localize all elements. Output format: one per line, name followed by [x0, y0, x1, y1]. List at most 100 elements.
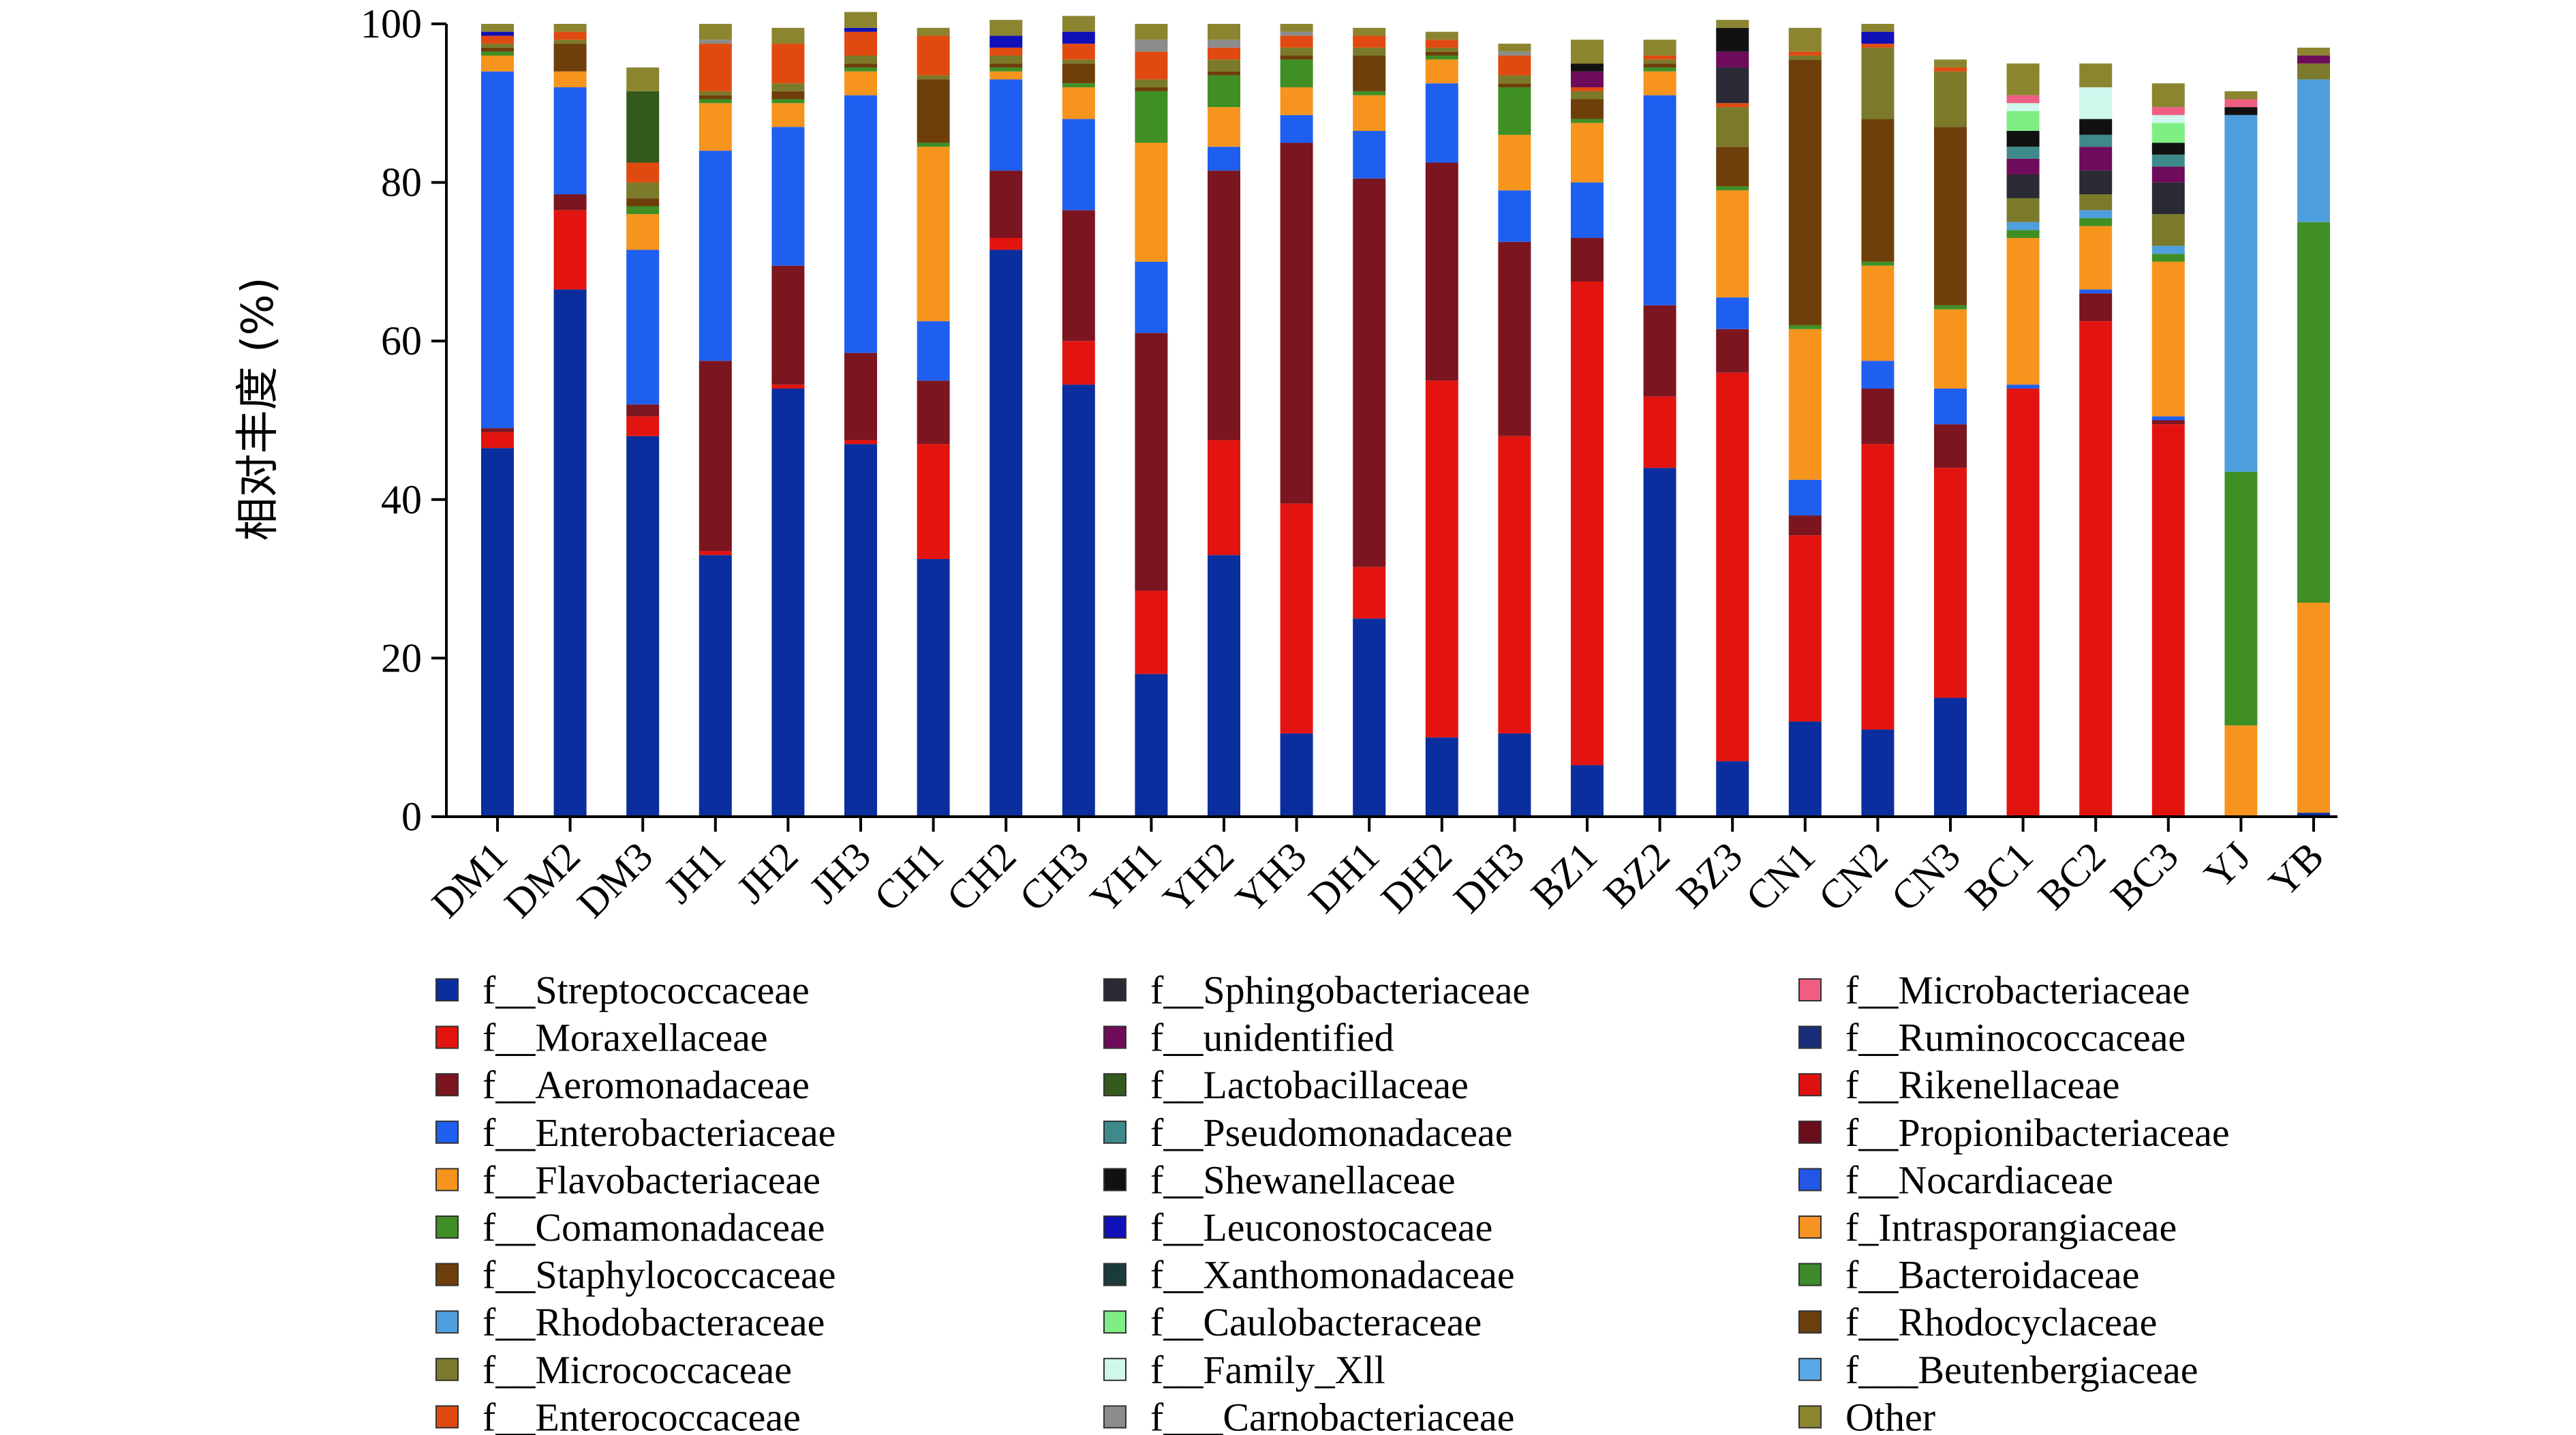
bar-segment [1643, 95, 1676, 305]
bar-segment [1353, 618, 1386, 817]
bar-segment [1062, 87, 1095, 119]
bar-segment [1643, 396, 1676, 468]
bar-segment [1861, 265, 1895, 361]
bar-segment [1208, 170, 1240, 440]
y-ticks: 0 20 40 60 80 100 [361, 1, 446, 839]
bar-segment [1208, 40, 1240, 48]
bar-segment [1934, 697, 1967, 817]
x-tick-label: YH2 [1154, 834, 1242, 922]
legend-swatch [435, 1357, 459, 1381]
bar-segment [917, 79, 950, 143]
bar-segment [2006, 230, 2040, 239]
x-tick-label: JH2 [729, 834, 807, 912]
legend-label: f__Propionibacteriaceae [1845, 1111, 2230, 1155]
legend-swatch [1798, 1263, 1822, 1286]
bar-segment [699, 103, 732, 151]
bar-segment [1934, 309, 1967, 389]
legend-label: f__Flavobacteriaceae [482, 1158, 821, 1202]
bar-segment [1425, 51, 1458, 56]
bar-segment [1934, 127, 1967, 305]
bar-segment [626, 436, 660, 817]
bar-segment [2079, 321, 2113, 817]
bar-segment [1208, 24, 1240, 40]
bar-segment [2224, 115, 2258, 472]
bar-segment [2006, 222, 2040, 230]
legend-label: f__Leuconostocaceae [1150, 1205, 1492, 1250]
legend-swatch [1798, 1120, 1822, 1144]
bar-segment [1280, 31, 1313, 36]
bar-segment [1716, 103, 1749, 108]
bar-segment [1425, 59, 1458, 84]
bar-segment [1280, 503, 1313, 734]
bar-segment [699, 555, 732, 817]
bar-segment [2151, 115, 2185, 123]
bar-segment [481, 24, 514, 32]
bar-segment [481, 71, 514, 429]
bar-segment [1788, 329, 1822, 480]
bar-segment [1280, 142, 1313, 504]
bar-segment [2151, 254, 2185, 262]
bar-segment [2151, 424, 2185, 817]
bar-segment [1643, 67, 1676, 72]
bar-segment [2224, 91, 2258, 100]
bar-segment [1571, 63, 1604, 72]
bar-segment [1643, 40, 1676, 56]
legend-label: Other [1845, 1395, 1935, 1435]
legend-label: f__Xanthomonadaceae [1150, 1253, 1515, 1297]
bar-segment [1716, 186, 1749, 191]
bar-segment [1571, 123, 1604, 183]
legend-label: f__Rikenellaceae [1845, 1063, 2120, 1107]
x-tick-label: BC3 [2102, 834, 2187, 918]
bar-segment [1208, 107, 1240, 147]
legend-label: f__Aeromonadaceae [482, 1063, 810, 1107]
bar-segment [990, 55, 1023, 64]
legend-swatch [435, 1025, 459, 1049]
legend-swatch [1798, 1025, 1822, 1049]
bar-segment [1425, 380, 1458, 738]
bar-segment [844, 63, 877, 67]
bar-segment [1571, 71, 1604, 88]
bar-segment [1571, 182, 1604, 239]
bar-segment [1716, 51, 1749, 67]
bar-segment [917, 35, 950, 76]
legend-swatch [1103, 1215, 1126, 1239]
bar-segment [917, 147, 950, 322]
x-tick-label: JH1 [656, 834, 734, 912]
x-tick-label: CN2 [1810, 834, 1897, 920]
legend-swatch [1798, 1168, 1822, 1192]
bar-segment [990, 238, 1023, 250]
bar-segment [1861, 444, 1895, 730]
bar-segment [1280, 115, 1313, 143]
bar-segment [844, 12, 877, 28]
bar-segment [699, 551, 732, 556]
legend-swatch [1103, 1168, 1126, 1192]
x-ticks: DM1DM2DM3JH1JH2JH3CH1CH2CH3YH1YH2YH3DH1D… [423, 817, 2332, 926]
bar-segment [2006, 95, 2040, 104]
x-tick-label: CH1 [865, 834, 952, 920]
bar-segment [1934, 71, 1967, 127]
bar-segment [2151, 245, 2185, 254]
bar-segment [2151, 154, 2185, 167]
x-tick-label: BZ3 [1668, 834, 1751, 917]
bar-segment [481, 35, 514, 44]
bar-segment [1861, 388, 1895, 444]
legend-label: f__Pseudomonadaceae [1150, 1111, 1512, 1155]
legend-swatch [1798, 1215, 1822, 1239]
bar-segment [2297, 55, 2330, 64]
x-tick-label: YH3 [1227, 834, 1315, 922]
bar-segment [1135, 142, 1168, 262]
legend-label: f__Moraxellaceae [482, 1016, 768, 1060]
legend-swatch [435, 1120, 459, 1144]
bar-segment [1643, 71, 1676, 95]
bar-segment [2224, 725, 2258, 817]
bar-segment [1353, 27, 1386, 36]
legend-label: f__Shewanellaceae [1150, 1158, 1456, 1202]
legend-swatch [1798, 1405, 1822, 1429]
bar-segment [1135, 87, 1168, 91]
bar-segment [2151, 420, 2185, 425]
bar-segment [844, 352, 877, 440]
legend-swatch [435, 1073, 459, 1097]
legend-label: f__Comamonadaceae [482, 1205, 825, 1250]
bar-segment [990, 71, 1023, 80]
bar-segment [1643, 305, 1676, 397]
